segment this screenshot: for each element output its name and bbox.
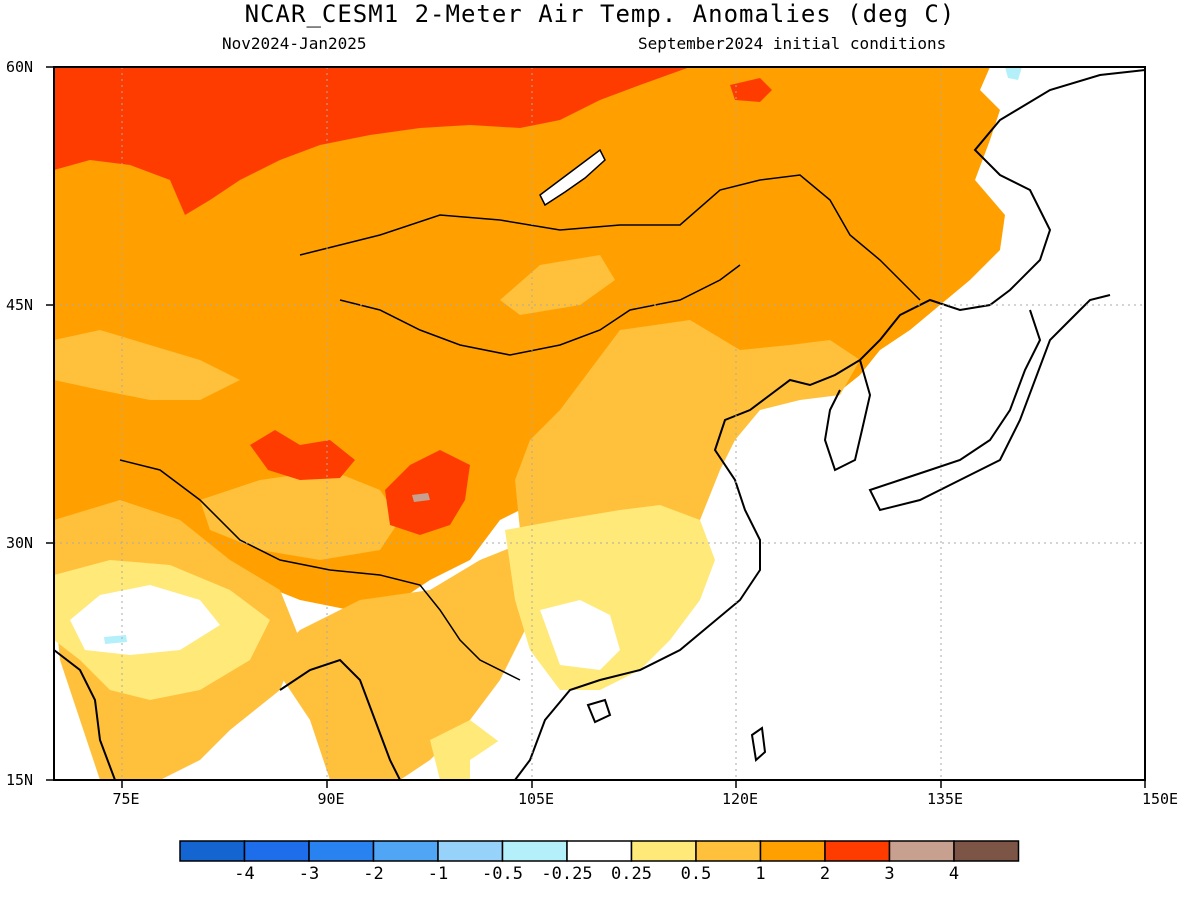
colorbar-tick-label: -0.5 [482,864,523,884]
colorbar-tick-label: 1 [755,864,766,884]
coastline-japan [868,294,1111,512]
lon-label-90e: 90E [317,790,345,808]
colorbar [179,840,1020,862]
field-0-5-to-1-mongolia [500,255,615,315]
field-negative-india [104,635,127,644]
colorbar-swatch [437,840,504,862]
lake-baikal [539,148,606,207]
colorbar-swatch [179,840,246,862]
colorbar-swatch [566,840,633,862]
anomaly-fields [54,67,1145,780]
colorbar-swatch [953,840,1020,862]
coastline-east-asia [514,69,1145,780]
lon-label-150e: 150E [1141,790,1179,808]
field-0-5-to-1-kazakh [54,330,240,400]
coastline-korea [823,359,872,472]
axis-ticks [46,66,1146,788]
colorbar-swatch [372,840,439,862]
field-0-5-to-1-tibet-margin [200,470,400,560]
border-china-mongolia [299,174,921,356]
field-negative-far-east [1005,67,1022,80]
field-neutral-south-china [540,600,620,670]
lat-label-30n: 30N [6,534,34,552]
coastline-india [54,649,401,780]
colorbar-swatch [501,840,568,862]
map-frame [53,66,1146,781]
colorbar-tick-label: -2 [363,864,384,884]
colorbar-swatch [695,840,762,862]
field-0-5-to-1-east-china [515,320,860,560]
border-himalaya [119,459,521,681]
field-3-to-4-tibet [412,493,430,502]
colorbar-swatch [888,840,955,862]
colorbar-swatch [824,840,891,862]
field-0-5-to-1-indochina [270,540,560,780]
coastline-taiwan [750,726,767,762]
initial-conditions: September2024 initial conditions [638,34,947,53]
gridlines [54,67,1145,780]
colorbar-tick-label: 0.5 [680,864,712,884]
colorbar-tick-label: 2 [819,864,831,884]
colorbar-tick-label: 0.25 [611,864,652,884]
colorbar-swatch [308,840,375,862]
field-2-to-3-tibet-east [385,450,470,535]
lat-label-45n: 45N [6,296,34,314]
colorbar-tick-label: -0.25 [541,864,593,884]
colorbar-tick-label: -4 [234,864,255,884]
lon-label-105e: 105E [517,790,555,808]
colorbar-tick-label: 3 [884,864,895,884]
forecast-period: Nov2024-Jan2025 [222,34,367,53]
colorbar-swatch [243,840,310,862]
field-2-to-3-siberia [54,67,690,215]
field-neutral-indochina [470,740,550,780]
lon-label-120e: 120E [721,790,759,808]
colorbar-swatch [630,840,697,862]
lon-label-75e: 75E [112,790,140,808]
map-title: NCAR_CESM1 2-Meter Air Temp. Anomalies (… [244,0,956,28]
lon-label-135e: 135E [926,790,964,808]
colorbar-tick-label: -1 [427,864,449,884]
lat-label-60n: 60N [6,58,34,76]
lat-label-15n: 15N [6,771,34,789]
colorbar-tick-label: 4 [948,864,960,884]
field-2-to-3-tibet-west [250,430,355,480]
coastline-hainan [586,698,612,724]
field-2-to-3-northeast [730,78,772,102]
colorbar-swatch [759,840,826,862]
colorbar-tick-label: -3 [298,864,320,884]
